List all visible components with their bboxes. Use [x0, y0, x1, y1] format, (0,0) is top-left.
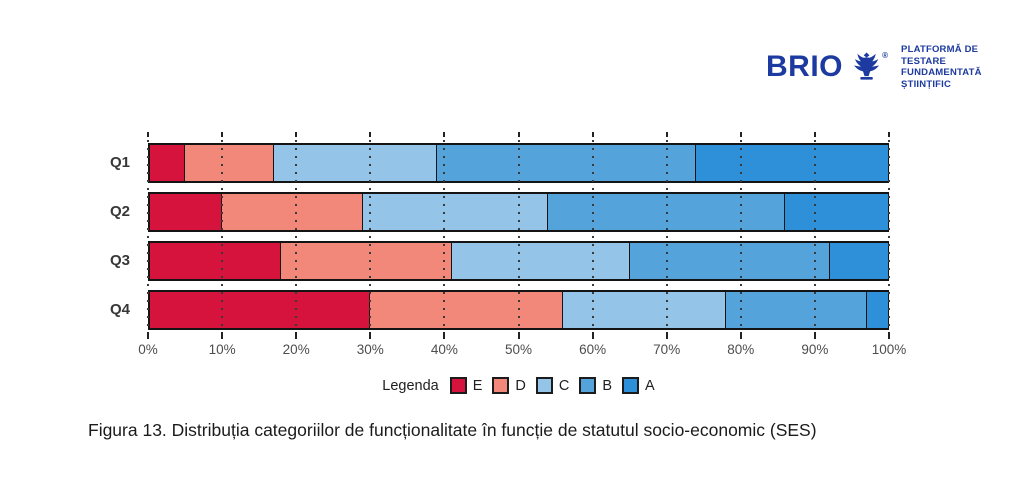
bar-segment-b	[436, 143, 697, 183]
legend-swatch-d	[492, 377, 510, 394]
axis-tick-bottom	[221, 332, 224, 339]
x-axis-label: 90%	[801, 342, 829, 357]
gridline	[665, 140, 668, 332]
bar-segment-d	[222, 192, 363, 232]
bar-row-q3	[148, 241, 889, 281]
x-axis-label: 80%	[727, 342, 755, 357]
brand-tagline: PLATFORMĂ DE TESTARE FUNDAMENTATĂ ȘTIINȚ…	[901, 44, 1024, 90]
axis-tick-top	[147, 132, 149, 137]
bar-segment-a	[696, 143, 889, 183]
x-axis-label: 40%	[430, 342, 458, 357]
x-axis-label: 20%	[282, 342, 310, 357]
axis-tick-top	[813, 132, 816, 137]
legend-swatch-a	[622, 377, 640, 394]
x-axis-label: 70%	[653, 342, 681, 357]
gridline	[369, 140, 372, 332]
bar-segment-b	[725, 290, 867, 330]
legend-item-label-c: C	[558, 377, 570, 394]
plot-area: 0% 10% 20% 30% 40% 50% 60% 70% 80% 90% 100%	[138, 132, 906, 357]
gridline	[295, 140, 298, 332]
axis-tick-top	[665, 132, 668, 137]
x-axis-label: 30%	[356, 342, 384, 357]
brio-logo: BRIO ® PLATFORMĂ DE TESTARE FUNDAMENTATĂ…	[766, 44, 1024, 90]
bar-segment-e	[148, 192, 223, 232]
gridline	[443, 140, 446, 332]
bar-segment-e	[148, 290, 371, 330]
axis-tick-top	[221, 132, 224, 137]
gridline	[221, 140, 224, 332]
bar-row-q2	[148, 192, 889, 232]
bar-segment-d	[281, 241, 452, 281]
axis-tick-bottom	[888, 332, 890, 339]
axis-tick-top	[739, 132, 742, 137]
x-axis-label: 50%	[504, 342, 533, 357]
bar-segment-d	[185, 143, 274, 183]
axis-tick-bottom	[739, 332, 742, 339]
bar-segment-b	[629, 241, 830, 281]
x-axis-label: 60%	[579, 342, 607, 357]
legend-item-label-e: E	[472, 377, 483, 394]
bar-segment-a	[785, 192, 889, 232]
axis-tick-top	[295, 132, 298, 137]
legend-swatch-e	[449, 377, 467, 394]
figure-caption: Figura 13. Distribuția categoriilor de f…	[88, 420, 817, 440]
gridline	[147, 140, 149, 332]
tagline-line-2: FUNDAMENTATĂ ȘTIINȚIFIC	[901, 67, 982, 90]
bar-row-q1	[148, 143, 889, 183]
bar-segment-c	[273, 143, 437, 183]
legend-item-b: B	[579, 377, 612, 394]
brio-eagle-icon	[854, 52, 879, 80]
category-label-q4: Q4	[109, 301, 130, 318]
axis-tick-bottom	[147, 332, 149, 339]
legend-item-d: D	[492, 377, 526, 394]
brand-text: BRIO	[766, 50, 843, 83]
legend-item-e: E	[449, 377, 483, 394]
axis-tick-bottom	[517, 332, 520, 339]
legend-item-label-d: D	[515, 377, 526, 394]
axis-tick-bottom	[813, 332, 816, 339]
legend-item-c: C	[535, 377, 570, 394]
legend-item-a: A	[622, 377, 655, 394]
x-axis-label: 10%	[208, 342, 236, 357]
axis-tick-bottom	[591, 332, 594, 339]
axis-tick-top	[369, 132, 372, 137]
gridline	[813, 140, 816, 332]
axis-tick-bottom	[443, 332, 446, 339]
legend-swatch-b	[579, 377, 597, 394]
axis-tick-top	[591, 132, 594, 137]
axis-tick-top	[517, 132, 520, 137]
category-label-q3: Q3	[109, 252, 130, 269]
axis-tick-bottom	[369, 332, 372, 339]
x-axis-label: 0%	[138, 342, 158, 357]
category-label-q2: Q2	[109, 203, 130, 220]
x-axis-label: 100%	[871, 342, 907, 357]
gridline	[739, 140, 742, 332]
legend-swatch-c	[535, 377, 553, 394]
gridline	[591, 140, 594, 332]
gridline	[517, 140, 520, 332]
axis-tick-top	[443, 132, 446, 137]
axis-tick-bottom	[295, 332, 298, 339]
gridline	[888, 140, 890, 332]
legend: Legenda E D C B A	[148, 377, 889, 394]
bar-segment-d	[370, 290, 563, 330]
axis-tick-top	[888, 132, 890, 137]
category-label-q1: Q1	[109, 154, 130, 171]
bar-row-q4	[148, 290, 889, 330]
tagline-line-1: PLATFORMĂ DE TESTARE	[901, 44, 979, 67]
bar-segment-a	[829, 241, 889, 281]
axis-tick-bottom	[665, 332, 668, 339]
bar-segment-a	[866, 290, 889, 330]
bar-segment-e	[148, 241, 282, 281]
registered-trademark-symbol: ®	[882, 50, 889, 60]
bar-segment-c	[362, 192, 549, 232]
legend-item-label-a: A	[645, 377, 655, 394]
bar-segment-e	[148, 143, 186, 183]
bar-segment-c	[451, 241, 630, 281]
bar-segment-c	[562, 290, 726, 330]
legend-item-label-b: B	[602, 377, 613, 394]
legend-title: Legenda	[382, 377, 439, 394]
